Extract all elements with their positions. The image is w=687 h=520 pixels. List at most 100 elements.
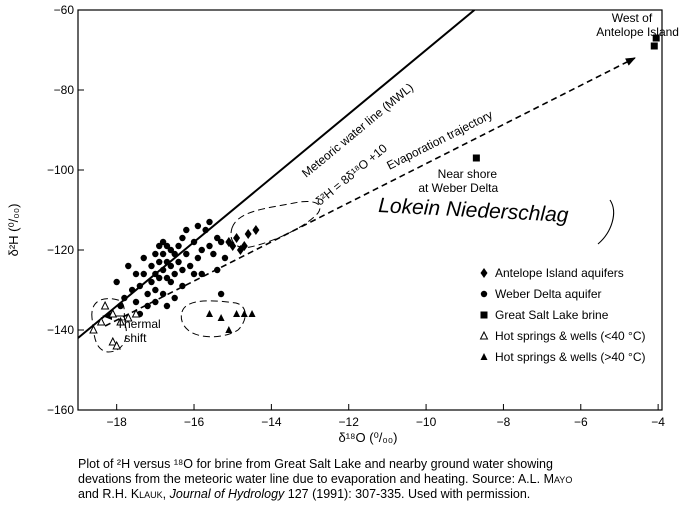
great-salt-lake-point	[652, 34, 660, 42]
annotation-text: Thermal	[117, 317, 161, 331]
legend-entry: Hot springs & wells (>40 °C)	[495, 350, 646, 364]
x-tick-label: −8	[497, 415, 511, 429]
weber-delta-point	[167, 278, 175, 286]
weber-delta-point	[159, 266, 167, 274]
x-tick-label: −6	[574, 415, 588, 429]
weber-delta-point	[152, 250, 159, 258]
y-tick-label: −160	[47, 403, 74, 417]
hot-spring-high-point	[240, 310, 248, 317]
y-tick-label: −140	[47, 323, 74, 337]
hot-spring-low-point	[108, 336, 118, 346]
hot-spring-low-point	[123, 312, 133, 322]
hot-spring-high-point	[233, 310, 241, 317]
antelope-island-point	[240, 241, 248, 251]
weber-delta-point	[198, 270, 205, 278]
hot-spring-low-point	[116, 316, 125, 326]
antelope-island-point	[229, 241, 237, 251]
great-salt-lake-point	[480, 311, 488, 319]
weber-delta-point	[217, 238, 225, 246]
weber-delta-point	[128, 286, 136, 294]
weber-delta-point	[179, 234, 186, 242]
hot-spring-low-point	[96, 316, 106, 326]
weber-delta-point	[159, 250, 167, 258]
chart: −18 −16 −14 −12 −10 −8 −6 −4 −160 −140 −120 −100 −8…	[6, 3, 679, 445]
x-tick-label: −18	[106, 415, 127, 429]
x-tick-label: −12	[339, 415, 360, 429]
weber-delta-point	[186, 262, 194, 270]
plot-frame	[77, 9, 663, 411]
weber-delta-point	[194, 254, 202, 262]
great-salt-lake-point	[472, 154, 480, 162]
antelope-island-point	[252, 225, 260, 235]
weber-delta-point	[171, 294, 178, 302]
thermal-high-cluster-outline	[180, 300, 246, 338]
weber-delta-point	[156, 274, 163, 282]
data-points	[89, 34, 660, 350]
weber-delta-point	[480, 290, 488, 298]
hot-spring-high-point	[205, 310, 213, 317]
weber-delta-point	[136, 282, 144, 290]
weber-delta-point	[152, 270, 159, 278]
legend: Antelope Island aquifers Weber Delta aqui…	[479, 266, 646, 364]
y-tick-label: −60	[54, 3, 75, 17]
weber-delta-point	[183, 250, 190, 258]
weber-delta-point	[132, 298, 140, 306]
y-tick-label: −80	[54, 83, 75, 97]
weber-delta-point	[163, 258, 171, 266]
weber-delta-point	[175, 242, 182, 250]
annotation-text: West of	[612, 11, 653, 25]
hot-spring-high-point	[217, 314, 225, 321]
evaporation-trajectory-label: Evaporation trajectory	[384, 107, 494, 172]
weber-delta-point	[140, 270, 147, 278]
weber-delta-point	[125, 262, 132, 270]
antelope-island-point	[244, 229, 252, 239]
antelope-island-point	[480, 268, 488, 278]
weber-delta-point	[144, 290, 151, 298]
weber-delta-point	[132, 270, 140, 278]
x-tick-label: −16	[184, 415, 205, 429]
weber-delta-point	[163, 274, 171, 282]
x-axis-ticks: −18 −16 −14 −12 −10 −8 −6 −4	[106, 404, 665, 429]
y-tick-label: −120	[47, 243, 74, 257]
y-axis-label: δ²H (⁰/₀₀)	[6, 204, 21, 257]
great-salt-lake-point	[650, 42, 658, 50]
weber-delta-point	[152, 298, 159, 306]
weber-delta-point	[159, 290, 167, 298]
weber-delta-point	[179, 266, 186, 274]
weber-delta-point	[121, 294, 128, 302]
author-klauk: Klauk	[130, 487, 163, 501]
meteoric-water-line	[78, 10, 476, 339]
hot-spring-low-point	[108, 308, 118, 318]
weber-delta-point	[163, 302, 171, 310]
hot-spring-low-point	[479, 330, 489, 340]
weber-delta-point	[159, 238, 167, 246]
handwritten-stroke	[597, 199, 615, 245]
weber-delta-point	[214, 266, 221, 274]
journal-name: Journal of Hydrology	[169, 487, 285, 501]
weber-delta-point	[190, 270, 198, 278]
hot-spring-low-point	[112, 340, 121, 350]
hot-spring-low-point	[131, 308, 141, 318]
weber-delta-point	[198, 246, 205, 254]
annotation-text: Antelope Island	[596, 25, 679, 39]
weber-delta-point	[217, 290, 225, 298]
author-mayo: Mayo	[543, 472, 573, 486]
y-axis-ticks: −160 −140 −120 −100 −80 −60	[47, 3, 84, 417]
hot-spring-low-point	[100, 300, 110, 310]
weber-delta-point	[156, 258, 163, 266]
annotation-text: at Weber Delta	[418, 181, 498, 195]
legend-entry: Great Salt Lake brine	[495, 308, 609, 322]
weber-delta-point	[210, 250, 217, 258]
weber-delta-point	[179, 282, 186, 290]
weber-delta-point	[163, 242, 171, 250]
weber-delta-point	[171, 270, 178, 278]
weber-delta-point	[167, 246, 175, 254]
weber-delta-point	[167, 262, 175, 270]
x-tick-label: −14	[261, 415, 282, 429]
weber-delta-point	[148, 262, 155, 270]
weber-delta-point	[140, 254, 147, 262]
weber-delta-point	[194, 222, 202, 230]
hot-spring-low-point	[89, 324, 98, 334]
hot-spring-high-point	[248, 310, 256, 317]
